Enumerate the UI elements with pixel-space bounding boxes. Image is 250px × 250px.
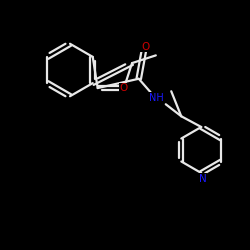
Text: N: N [199,174,206,184]
Text: O: O [120,83,128,93]
Text: O: O [141,42,149,52]
Text: NH: NH [150,93,164,103]
